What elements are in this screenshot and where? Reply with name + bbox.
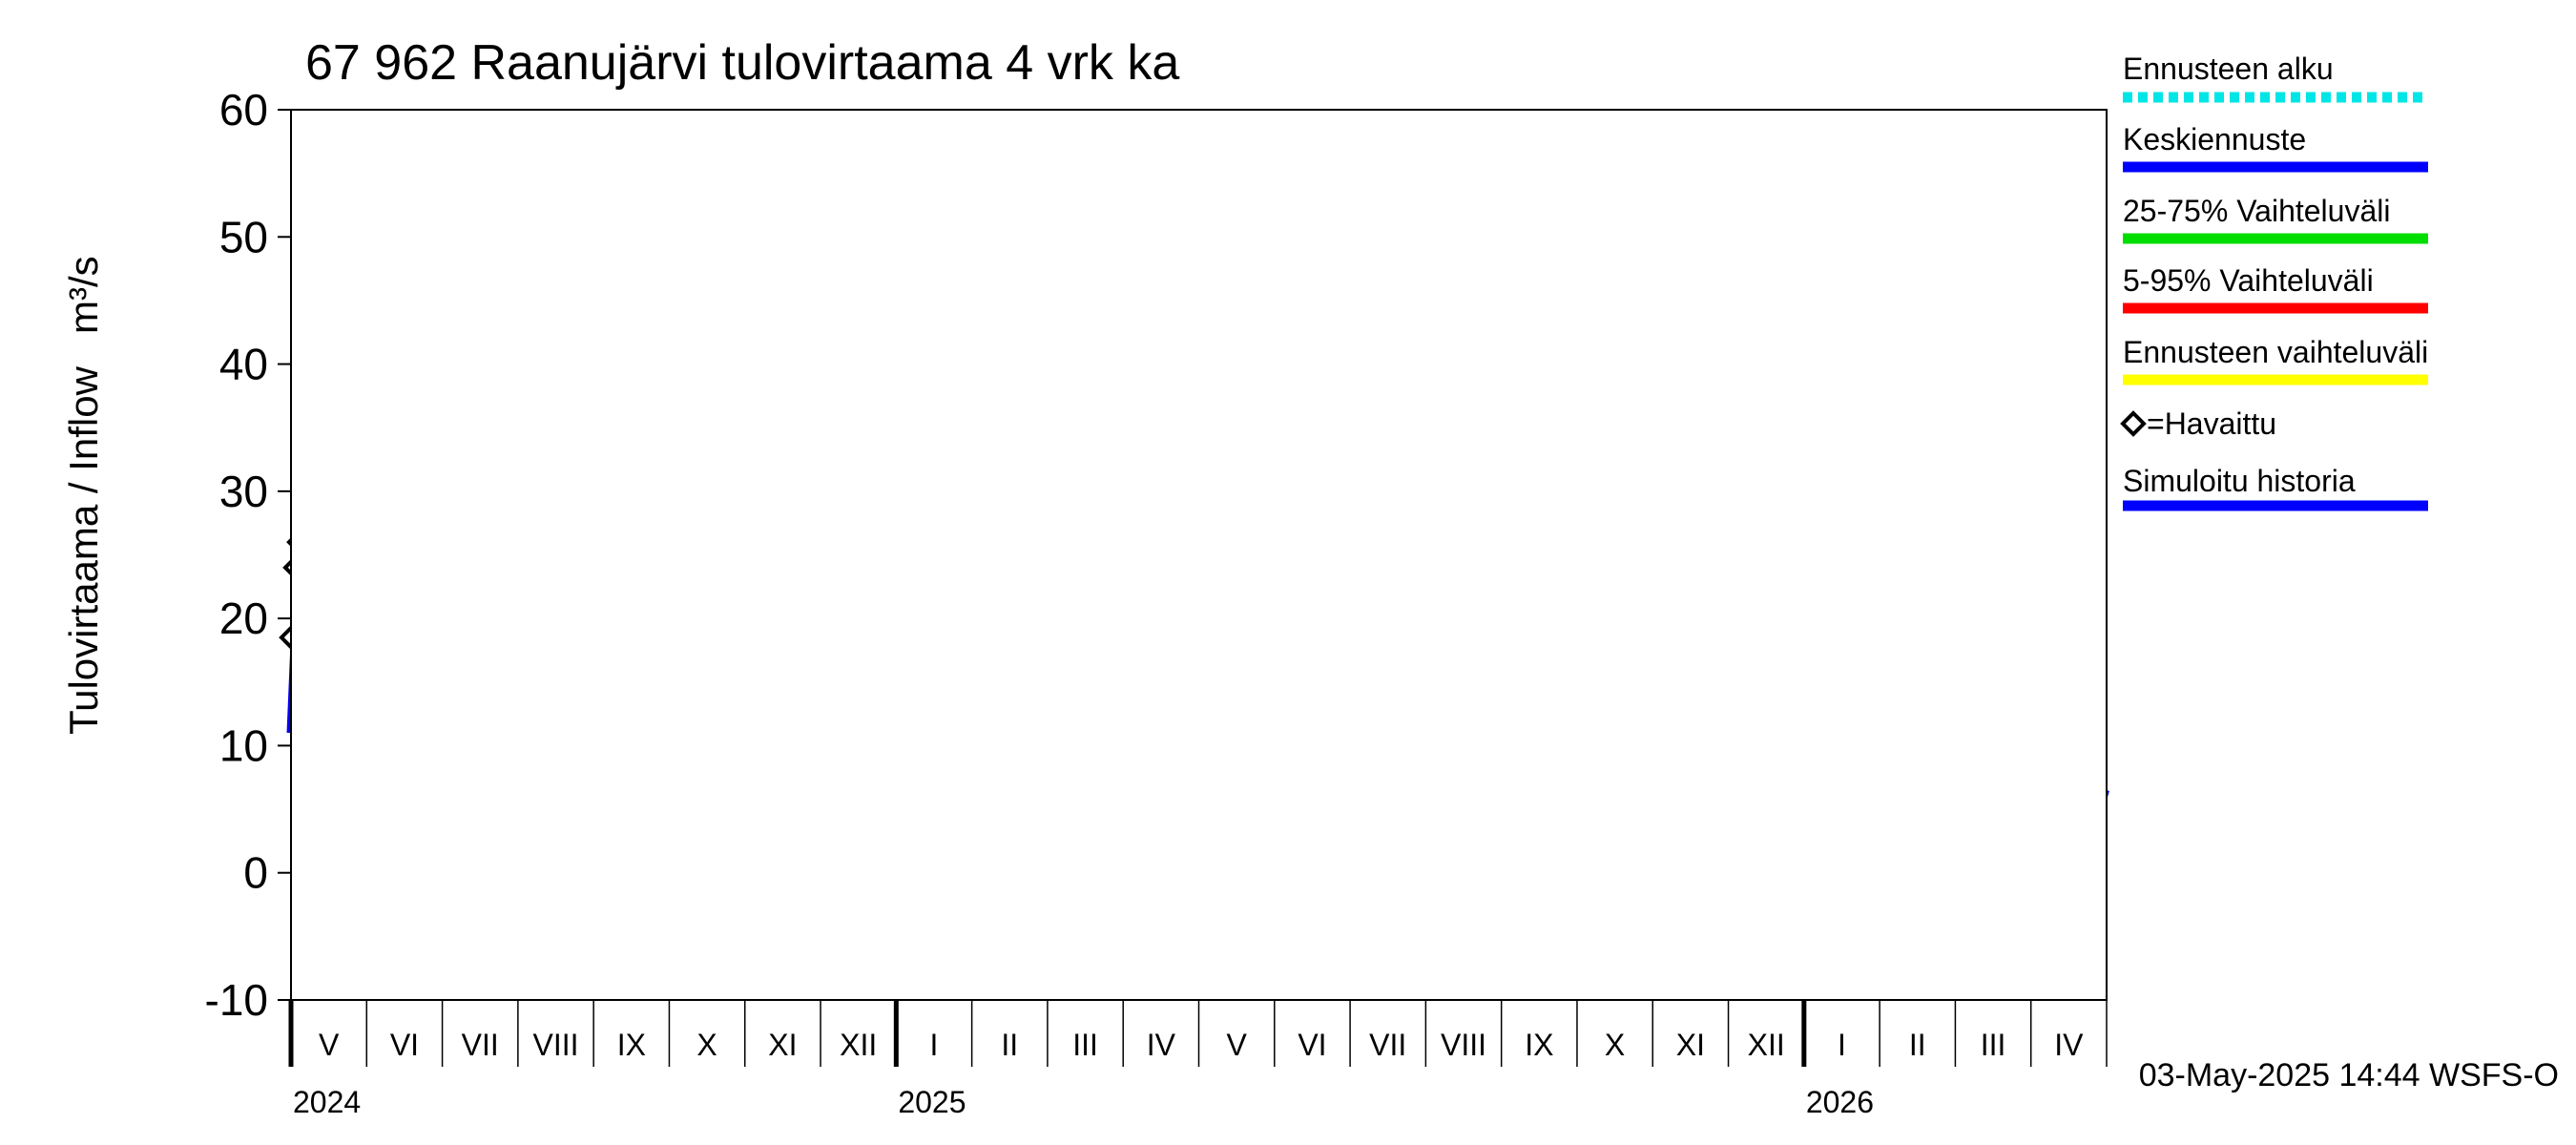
month-label: VIII <box>533 1028 579 1062</box>
month-label: V <box>319 1028 340 1062</box>
chart-title: 67 962 Raanujärvi tulovirtaama 4 vrk ka <box>305 35 1179 91</box>
legend-marker-observed <box>2120 410 2147 437</box>
axes <box>278 109 2108 1067</box>
legend-label: 5-95% Vaihteluväli <box>2123 263 2374 298</box>
month-label: VI <box>1298 1028 1326 1062</box>
month-label: XII <box>840 1028 877 1062</box>
timestamp: 03-May-2025 14:44 WSFS-O <box>2139 1057 2559 1093</box>
month-label: II <box>1001 1028 1018 1062</box>
year-label: 2026 <box>1806 1085 1874 1119</box>
y-tick-label: 10 <box>219 720 268 770</box>
month-label: I <box>930 1028 939 1062</box>
month-label: II <box>1909 1028 1926 1062</box>
legend-label: Ennusteen vaihteluväli <box>2123 335 2428 369</box>
month-label: I <box>1838 1028 1846 1062</box>
month-label: IV <box>2054 1028 2084 1062</box>
month-label: XI <box>768 1028 797 1062</box>
y-tick-label: 40 <box>219 340 268 389</box>
month-label: VII <box>1369 1028 1406 1062</box>
plot-frame <box>290 109 2108 1001</box>
month-label: III <box>1981 1028 2006 1062</box>
y-tick-label: 0 <box>243 848 268 898</box>
month-label: IV <box>1147 1028 1176 1062</box>
legend-label: 25-75% Vaihteluväli <box>2123 194 2390 228</box>
month-label: X <box>696 1028 717 1062</box>
month-label: V <box>1226 1028 1247 1062</box>
legend-label: Ennusteen alku <box>2123 52 2334 86</box>
month-label: VI <box>390 1028 419 1062</box>
year-label: 2025 <box>898 1085 966 1119</box>
y-tick-label: -10 <box>205 975 268 1025</box>
y-tick-label: 20 <box>219 593 268 643</box>
legend-label: Simuloitu historia <box>2123 464 2356 498</box>
year-label: 2024 <box>293 1085 361 1119</box>
month-label: XII <box>1748 1028 1785 1062</box>
y-axis-title: Tulovirtaama / Inflow <box>61 365 106 735</box>
month-label: VII <box>462 1028 499 1062</box>
y-tick-label: 60 <box>219 85 268 135</box>
month-label: IX <box>617 1028 646 1062</box>
legend-label: =Havaittu <box>2147 406 2276 441</box>
month-label: VIII <box>1441 1028 1486 1062</box>
month-label: X <box>1605 1028 1625 1062</box>
legend-label: Keskiennuste <box>2123 122 2306 156</box>
y-axis-unit: m³/s <box>61 256 106 334</box>
y-tick-label: 30 <box>219 467 268 516</box>
month-label: IX <box>1525 1028 1553 1062</box>
month-label: III <box>1072 1028 1098 1062</box>
legend: Ennusteen alku Keskiennuste 25-75% Vaihtel… <box>2120 52 2428 511</box>
month-label: XI <box>1676 1028 1705 1062</box>
y-tick-label: 50 <box>219 212 268 261</box>
